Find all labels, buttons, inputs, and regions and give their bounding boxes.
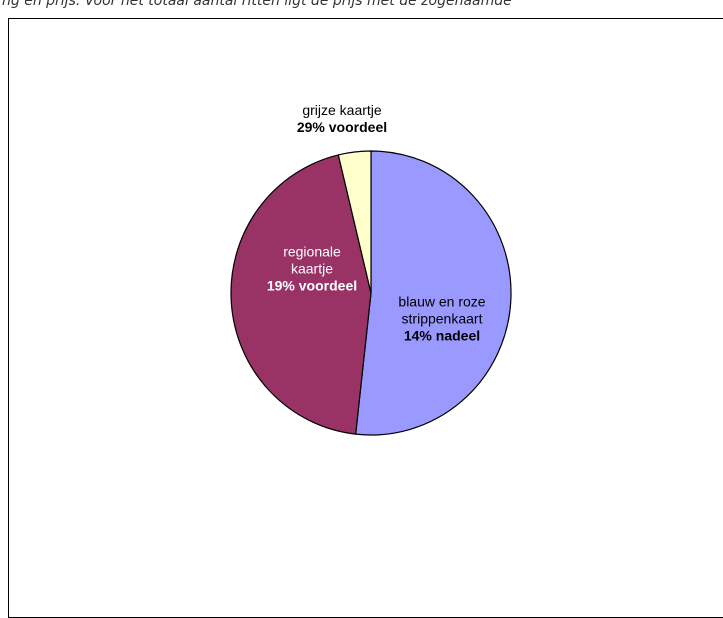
pie-slices — [230, 150, 512, 436]
slice-label-1: blauw en roze strippenkaart 14% nadeel — [398, 293, 485, 343]
slice-value-label: 14% nadeel — [404, 327, 480, 343]
slice-name-label: blauw en roze — [398, 293, 485, 309]
slice-label-3: grijze kaartje 29% voordeel — [297, 102, 387, 135]
slice-name-label: regionale — [283, 243, 341, 259]
pie-slice-2 — [230, 154, 372, 435]
pie-labels: blauw en roze strippenkaart 14% nadeel regi… — [267, 102, 486, 343]
slice-value-label: 19% voordeel — [267, 277, 357, 293]
chart-frame: blauw en roze strippenkaart 14% nadeel regi… — [8, 18, 723, 618]
slice-name-label: strippenkaart — [402, 310, 483, 326]
slice-label-2: regionale kaartje 19% voordeel — [267, 243, 357, 293]
caption-text: ng en prijs. Voor het totaal aantal ritt… — [2, 0, 512, 9]
slice-name-label: kaartje — [291, 260, 333, 276]
slice-value-label: 29% voordeel — [297, 119, 387, 135]
pie-chart: blauw en roze strippenkaart 14% nadeel regi… — [230, 102, 512, 436]
pie-slice-1 — [354, 150, 512, 436]
slice-name-label: grijze kaartje — [302, 102, 382, 118]
pie-slice-3 — [337, 150, 372, 294]
